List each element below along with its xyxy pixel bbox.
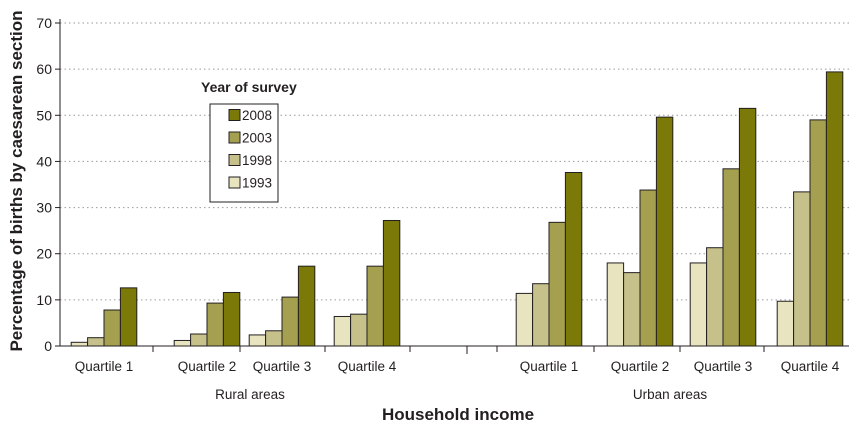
bar-2008 xyxy=(297,265,316,347)
bar-1993 xyxy=(689,262,708,347)
y-tick-label: 50 xyxy=(36,107,52,123)
y-tick-label: 0 xyxy=(44,338,52,354)
x-category-label: Quartile 4 xyxy=(338,359,397,374)
bar-1993 xyxy=(515,292,534,347)
bar-2003 xyxy=(206,302,224,347)
bar-2008 xyxy=(738,107,757,347)
legend-swatch-1998 xyxy=(228,154,241,166)
bar-1998 xyxy=(265,330,283,347)
bar-2008 xyxy=(222,291,241,347)
bars xyxy=(70,71,844,347)
bar-2008 xyxy=(382,219,401,347)
group-label: Rural areas xyxy=(215,387,285,402)
bar-2008 xyxy=(825,71,844,347)
bar-2008 xyxy=(119,287,138,347)
legend-swatch-2003 xyxy=(228,131,241,144)
bar-1993 xyxy=(606,262,625,347)
legend-swatch-2008 xyxy=(228,109,241,121)
bar-2003 xyxy=(103,309,121,347)
y-tick-label: 10 xyxy=(36,292,52,308)
bar-1993 xyxy=(333,315,352,347)
legend-label-2008: 2008 xyxy=(242,108,272,123)
x-category-label: Quartile 2 xyxy=(611,359,670,374)
bar-1998 xyxy=(87,337,105,347)
x-category-label: Quartile 3 xyxy=(694,359,753,374)
legend-title: Year of survey xyxy=(201,79,297,95)
y-tick-label: 70 xyxy=(36,15,52,31)
legend-swatch-1993 xyxy=(228,176,241,189)
bar-1993 xyxy=(248,334,267,347)
bar-1993 xyxy=(173,339,192,347)
y-tick-label: 20 xyxy=(36,246,52,262)
legend-label-2003: 2003 xyxy=(242,131,272,146)
group-label: Urban areas xyxy=(633,387,708,402)
bar-1998 xyxy=(623,272,641,347)
legend: Year of survey 2008 2003 1998 1993 xyxy=(201,79,297,203)
legend-items: 2008 2003 1998 1993 xyxy=(228,108,272,191)
x-category-label: Quartile 3 xyxy=(253,359,312,374)
tick-labels: 0 10 20 30 40 50 60 70 Quartile 1 Quartile 2 Quart… xyxy=(36,15,839,402)
bar-1998 xyxy=(793,191,811,347)
bar-2003 xyxy=(548,221,566,347)
y-axis-title: Percentage of births by caesarean sectio… xyxy=(7,10,26,351)
bar-2003 xyxy=(639,189,657,347)
bar-1998 xyxy=(190,333,208,347)
bar-2003 xyxy=(809,119,827,347)
x-category-label: Quartile 1 xyxy=(75,359,134,374)
bar-1993 xyxy=(776,300,795,347)
bar-1993 xyxy=(70,341,89,347)
bar-2003 xyxy=(722,168,740,347)
legend-box xyxy=(209,103,279,203)
bar-2003 xyxy=(281,296,299,347)
y-tick-label: 60 xyxy=(36,61,52,77)
x-category-label: Quartile 2 xyxy=(178,359,237,374)
y-tick-label: 30 xyxy=(36,200,52,216)
legend-label-1993: 1993 xyxy=(242,176,272,191)
bar-2003 xyxy=(366,265,384,347)
x-category-label: Quartile 1 xyxy=(520,359,579,374)
bar-1998 xyxy=(532,283,550,347)
y-tick-label: 40 xyxy=(36,153,52,169)
x-category-label: Quartile 4 xyxy=(781,359,840,374)
bar-2008 xyxy=(564,172,583,347)
bar-1998 xyxy=(350,313,368,347)
legend-label-1998: 1998 xyxy=(242,153,272,168)
axes xyxy=(55,19,849,354)
bar-1998 xyxy=(706,247,724,347)
x-axis-title: Household income xyxy=(382,405,534,424)
bar-2008 xyxy=(655,116,674,347)
